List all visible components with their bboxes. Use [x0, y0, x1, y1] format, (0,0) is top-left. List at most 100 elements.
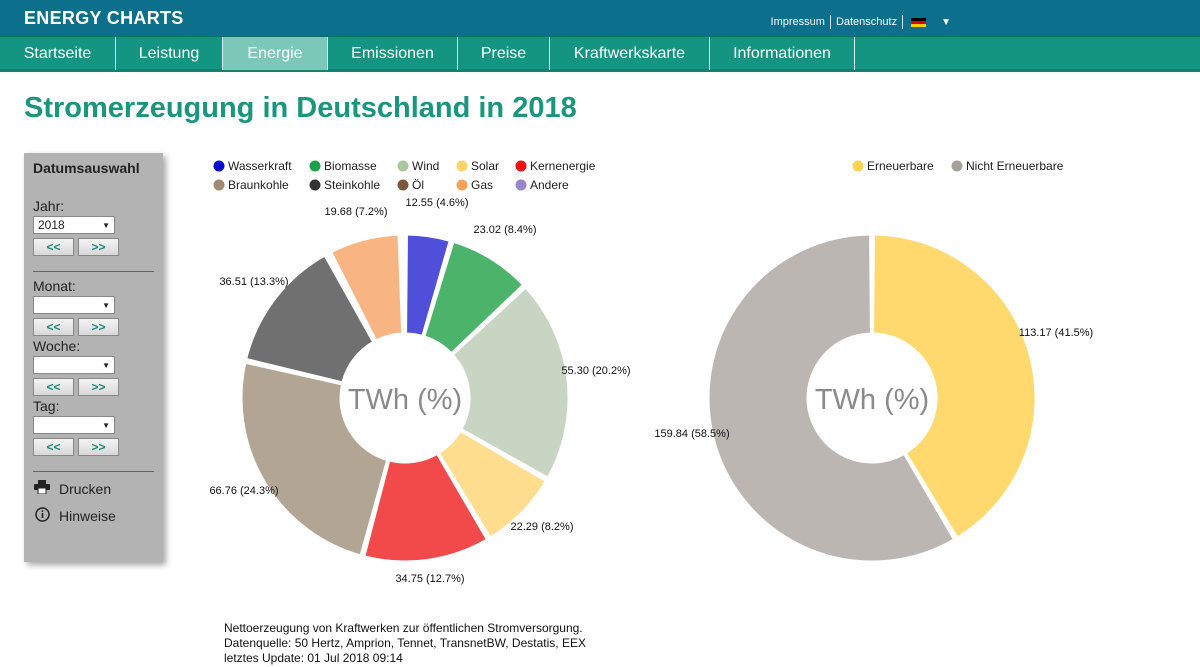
week-next-button[interactable]: >>	[78, 378, 119, 396]
legend-item-nicht-erneuerbare[interactable]: Nicht Erneuerbare	[951, 159, 1064, 173]
legend-swatch	[852, 160, 864, 172]
slice-kernenergie[interactable]	[362, 451, 490, 564]
slice-wind[interactable]	[450, 285, 571, 480]
donut-chart-1: 12.55 (4.6%) 23.02 (8.4%) 55.30 (20.2%) 22.…	[209, 159, 630, 585]
date-selection-heading: Datumsauswahl	[33, 160, 140, 176]
legend-label: Nicht Erneuerbare	[966, 159, 1064, 173]
slice-label-erneuerbare: 113.17 (41.5%)	[1019, 327, 1093, 339]
language-dropdown-icon[interactable]: ▼	[941, 16, 951, 28]
printer-icon	[33, 480, 51, 497]
legend-item-oel[interactable]: Öl	[397, 178, 425, 192]
year-select[interactable]: 2018	[33, 216, 115, 234]
legend-item-steinkohle[interactable]: Steinkohle	[309, 178, 381, 192]
nav-startseite[interactable]: Startseite	[0, 37, 116, 70]
year-next-button[interactable]: >>	[78, 238, 119, 256]
legend-swatch	[456, 179, 468, 191]
slice-solar[interactable]	[436, 428, 549, 540]
nav-emissionen[interactable]: Emissionen	[328, 37, 458, 70]
day-prev-button[interactable]: <<	[33, 438, 74, 456]
legend-label: Andere	[530, 178, 569, 192]
impressum-link[interactable]: Impressum	[770, 16, 825, 28]
print-action[interactable]: Drucken	[33, 480, 154, 497]
date-selection-panel: Datumsauswahl Jahr: 2018 << >> Monat: <<…	[24, 153, 163, 562]
center-label: TWh (%)	[815, 384, 929, 416]
nav-informationen[interactable]: Informationen	[710, 37, 855, 70]
year-nav: << >>	[33, 238, 154, 256]
print-label: Drucken	[59, 480, 112, 497]
app-logo[interactable]: ENERGY CHARTS	[24, 8, 184, 28]
sidebar-divider	[33, 271, 154, 272]
nav-kraftwerkskarte[interactable]: Kraftwerkskarte	[550, 37, 710, 70]
legend-item-braunkohle[interactable]: Braunkohle	[213, 178, 290, 192]
legend-label: Erneuerbare	[867, 159, 934, 173]
week-select[interactable]	[33, 356, 115, 374]
legend-item-solar[interactable]: Solar	[456, 159, 500, 173]
legend-swatch	[213, 160, 225, 172]
day-next-button[interactable]: >>	[78, 438, 119, 456]
legend-swatch	[951, 160, 963, 172]
legend-item-biomasse[interactable]: Biomasse	[309, 159, 378, 173]
month-select[interactable]	[33, 296, 115, 314]
legend-item-kernenergie[interactable]: Kernenergie	[515, 159, 596, 173]
slice-label-wind: 55.30 (20.2%)	[561, 365, 630, 377]
week-label: Woche:	[33, 338, 81, 354]
month-prev-button[interactable]: <<	[33, 318, 74, 336]
slice-label-gas: 19.68 (7.2%)	[325, 206, 388, 218]
legend-label: Steinkohle	[324, 178, 380, 192]
legend-swatch	[515, 179, 527, 191]
month-nav: << >>	[33, 318, 154, 336]
legend-item-andere[interactable]: Andere	[515, 178, 570, 192]
slice-erneuerbare[interactable]	[871, 232, 1038, 540]
legend-item-wind[interactable]: Wind	[397, 159, 440, 173]
month-next-button[interactable]: >>	[78, 318, 119, 336]
year-prev-button[interactable]: <<	[33, 238, 74, 256]
legend-swatch	[515, 160, 527, 172]
slice-label-solar: 22.29 (8.2%)	[511, 521, 574, 533]
legend-swatch	[309, 160, 321, 172]
slice-label-kernenergie: 34.75 (12.7%)	[395, 573, 464, 585]
hints-label: Hinweise	[59, 508, 116, 524]
top-links: Impressum Datenschutz ▼	[766, 15, 956, 29]
page-title: Stromerzeugung in Deutschland in 2018	[24, 92, 577, 124]
german-flag-icon[interactable]	[911, 17, 927, 27]
legend-swatch	[397, 160, 409, 172]
nav-leistung[interactable]: Leistung	[116, 37, 223, 70]
slice-label-nicht-erneuerbare: 159.84 (58.5%)	[654, 428, 729, 440]
day-select[interactable]	[33, 416, 115, 434]
legend-label: Öl	[412, 178, 424, 192]
slice-andere[interactable]	[400, 232, 406, 336]
datenschutz-link[interactable]: Datenschutz	[835, 16, 898, 28]
legend-swatch	[397, 179, 409, 191]
center-label: TWh (%)	[348, 384, 462, 416]
donut-chart-2: 113.17 (41.5%) 159.84 (58.5%) TWh (%) Erneu…	[654, 159, 1093, 564]
legend-swatch	[456, 160, 468, 172]
hints-action[interactable]: Hinweise	[33, 507, 154, 525]
source-note-line2: Datenquelle: 50 Hertz, Amprion, Tennet, …	[224, 636, 586, 650]
legend-item-erneuerbare[interactable]: Erneuerbare	[852, 159, 935, 173]
legend-label: Gas	[471, 178, 493, 192]
slice-braunkohle[interactable]	[239, 360, 390, 558]
slice-label-steinkohle: 36.51 (13.3%)	[219, 276, 288, 288]
legend-item-gas[interactable]: Gas	[456, 178, 494, 192]
legend-swatch	[309, 179, 321, 191]
day-label: Tag:	[33, 398, 60, 414]
month-label: Monat:	[33, 278, 76, 294]
week-nav: << >>	[33, 378, 154, 396]
legend-item-wasserkraft[interactable]: Wasserkraft	[213, 159, 293, 173]
nav-energie[interactable]: Energie	[223, 37, 328, 70]
link-divider	[902, 15, 904, 29]
nav-preise[interactable]: Preise	[458, 37, 550, 70]
slice-gas[interactable]	[328, 232, 405, 343]
slice-nicht-erneuerbare[interactable]	[706, 232, 957, 564]
week-prev-button[interactable]: <<	[33, 378, 74, 396]
link-divider	[829, 15, 831, 29]
slice-steinkohle[interactable]	[244, 253, 376, 385]
slice-wasserkraft[interactable]	[404, 232, 452, 338]
year-label: Jahr:	[33, 198, 65, 214]
top-bar: ENERGY CHARTS Impressum Datenschutz ▼	[0, 0, 1200, 36]
info-icon	[33, 507, 51, 525]
legend-label: Wind	[412, 159, 439, 173]
slice-biomasse[interactable]	[422, 239, 526, 356]
source-note: Nettoerzeugung von Kraftwerken zur öffen…	[224, 621, 586, 666]
